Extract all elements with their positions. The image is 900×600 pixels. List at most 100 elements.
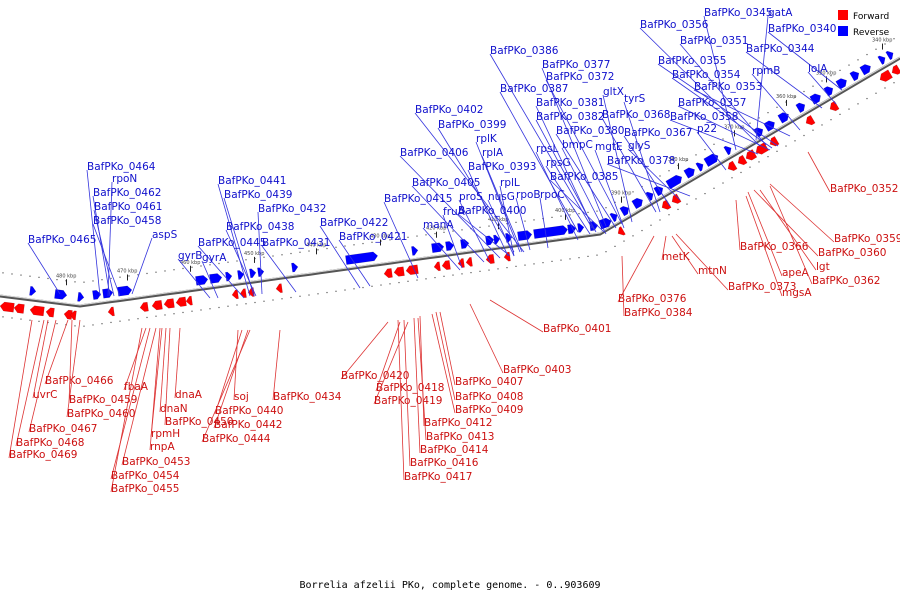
outer-track-dot: [587, 211, 589, 213]
inner-track-dot: [875, 92, 877, 94]
forward-gene-arrow: [485, 254, 495, 264]
inner-track-dot: [605, 251, 607, 253]
reverse-gene-label-connector: [535, 105, 595, 231]
reverse-gene-label-connector: [177, 258, 211, 299]
reverse-gene-label: BafPKo_0422: [320, 217, 388, 229]
reverse-gene-arrow: [77, 292, 85, 302]
forward-gene-label: BafPKo_0360: [818, 247, 886, 259]
inner-track-dot: [218, 306, 220, 309]
scale-tick: [565, 213, 566, 220]
forward-gene-label-connector: [403, 319, 411, 467]
forward-gene-label: BafPKo_0468: [16, 437, 84, 449]
reverse-gene-label-connector: [677, 105, 771, 151]
inner-track-dot: [155, 315, 157, 317]
scale-tick: [254, 256, 255, 263]
forward-gene-label-connector: [745, 195, 783, 297]
inner-track-dot: [407, 280, 409, 282]
scale-tick-label: 440 kbp: [306, 242, 326, 248]
forward-gene-arrow: [107, 306, 115, 317]
forward-gene-arrow: [247, 287, 255, 297]
reverse-gene-label: BafPKo_0345: [704, 7, 772, 19]
forward-gene-arrow: [433, 261, 441, 272]
outer-track-dot: [146, 272, 148, 275]
outer-track-dot: [821, 80, 823, 82]
forward-gene-arrow: [63, 309, 73, 320]
reverse-gene-label-connector: [671, 77, 773, 149]
outer-track-dot: [839, 69, 841, 71]
inner-track-dot: [713, 187, 715, 189]
reverse-gene-label-connector: [601, 117, 657, 213]
reverse-gene-label: BafPKo_0344: [746, 43, 815, 55]
inner-track-dot: [191, 310, 193, 312]
outer-track-dot: [866, 53, 868, 56]
reverse-gene-label-connector: [489, 53, 593, 229]
forward-gene-arrow: [383, 268, 393, 279]
scale-tick-label: 350 kbp: [816, 70, 836, 76]
inner-track-dot: [632, 235, 634, 237]
reverse-gene-label: aspS: [152, 229, 178, 241]
reverse-gene-label-connector: [751, 73, 801, 131]
reverse-gene-label-connector: [693, 89, 791, 137]
outer-track-dot: [623, 196, 625, 198]
forward-gene-label: BafPKo_0419: [374, 395, 442, 407]
reverse-gene-arrow: [195, 275, 209, 286]
inner-track-dot: [443, 275, 445, 277]
outer-track-dot: [461, 229, 463, 231]
reverse-gene-arrow: [849, 71, 860, 82]
forward-gene-label-connector: [469, 303, 504, 374]
outer-track-dot: [299, 251, 301, 253]
forward-gene-label: BafPKo_0460: [67, 408, 135, 420]
reverse-gene-label-connector: [623, 135, 671, 207]
outer-track-dot: [857, 59, 859, 61]
outer-track-dot: [2, 272, 4, 274]
inner-track-dot: [173, 313, 175, 315]
inner-track-dot: [209, 308, 211, 310]
reverse-gene-arrow: [877, 55, 886, 65]
scale-tick: [316, 248, 317, 255]
inner-track-dot: [299, 295, 301, 297]
inner-track-dot: [353, 288, 355, 290]
inner-track-dot: [11, 317, 13, 319]
reverse-gene-label-connector: [481, 155, 523, 253]
forward-gene-label-connector: [121, 327, 157, 466]
forward-gene-label: apeA: [782, 267, 810, 279]
inner-track-dot: [452, 274, 454, 276]
inner-track-dot: [596, 254, 598, 256]
outer-track-dot: [812, 85, 814, 87]
forward-gene-label: BafPKo_0454: [111, 470, 180, 482]
scale-tick-label: 420 kbp: [426, 226, 446, 232]
scale-tick-label: 450 kbp: [244, 251, 264, 257]
legend-swatch: [838, 26, 848, 36]
forward-gene-label-connector: [417, 317, 427, 441]
outer-track-dot: [830, 75, 832, 77]
forward-gene-label: BafPKo_0453: [122, 456, 190, 468]
inner-track-dot: [722, 182, 724, 184]
forward-gene-arrow: [755, 142, 769, 155]
outer-track-dot: [182, 267, 184, 270]
reverse-gene-label: BafPKo_0386: [490, 45, 559, 57]
outer-track-dot: [362, 242, 364, 245]
inner-track-dot: [182, 311, 184, 314]
reverse-gene-label-connector: [197, 245, 245, 299]
scale-tick: [66, 279, 67, 286]
scale-tick: [127, 274, 128, 281]
inner-track-dot: [884, 87, 886, 89]
outer-track-dot: [353, 244, 355, 246]
reverse-gene-label-connector: [555, 133, 617, 229]
forward-gene-arrow: [879, 69, 893, 82]
outer-track-dot: [704, 148, 706, 151]
outer-track-dot: [659, 175, 661, 177]
forward-gene-arrow: [503, 251, 511, 262]
outer-track-dot: [695, 154, 697, 156]
scale-tick-label: 380 kbp: [668, 157, 688, 163]
reverse-gene-label: mgtE: [595, 141, 623, 153]
forward-gene-arrow: [393, 266, 405, 277]
outer-track-dot: [614, 201, 616, 203]
inner-track-dot: [542, 262, 544, 264]
forward-gene-label: lgt: [816, 261, 830, 273]
inner-track-dot: [551, 260, 553, 262]
reverse-gene-label-connector: [399, 155, 501, 259]
inner-track-dot: [587, 255, 589, 257]
inner-track-dot: [20, 318, 22, 320]
forward-gene-arrow: [671, 193, 682, 204]
